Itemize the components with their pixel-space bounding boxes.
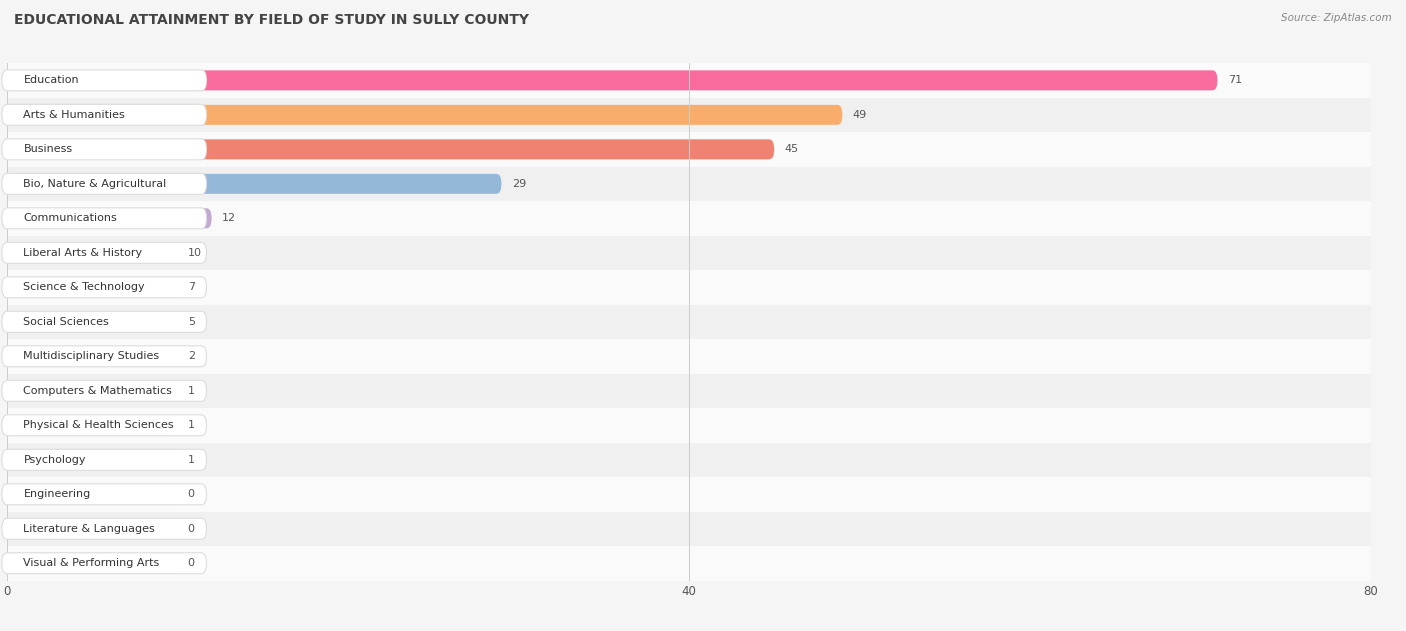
Text: Liberal Arts & History: Liberal Arts & History bbox=[24, 248, 142, 258]
Text: 71: 71 bbox=[1227, 75, 1241, 85]
Text: EDUCATIONAL ATTAINMENT BY FIELD OF STUDY IN SULLY COUNTY: EDUCATIONAL ATTAINMENT BY FIELD OF STUDY… bbox=[14, 13, 529, 27]
Text: Physical & Health Sciences: Physical & Health Sciences bbox=[24, 420, 174, 430]
FancyBboxPatch shape bbox=[7, 139, 775, 160]
FancyBboxPatch shape bbox=[7, 484, 177, 504]
Bar bbox=[7, 477, 1371, 512]
FancyBboxPatch shape bbox=[1, 242, 207, 263]
Bar bbox=[7, 512, 1371, 546]
FancyBboxPatch shape bbox=[7, 105, 842, 125]
Text: 1: 1 bbox=[188, 455, 195, 465]
Text: Science & Technology: Science & Technology bbox=[24, 282, 145, 292]
Text: 12: 12 bbox=[222, 213, 236, 223]
FancyBboxPatch shape bbox=[7, 70, 1218, 90]
FancyBboxPatch shape bbox=[1, 311, 207, 333]
Text: 0: 0 bbox=[188, 489, 195, 499]
Text: Source: ZipAtlas.com: Source: ZipAtlas.com bbox=[1281, 13, 1392, 23]
FancyBboxPatch shape bbox=[7, 312, 177, 332]
FancyBboxPatch shape bbox=[1, 553, 207, 574]
FancyBboxPatch shape bbox=[1, 415, 207, 436]
Bar bbox=[7, 374, 1371, 408]
Bar bbox=[7, 235, 1371, 270]
Text: 7: 7 bbox=[188, 282, 195, 292]
FancyBboxPatch shape bbox=[7, 380, 177, 401]
FancyBboxPatch shape bbox=[7, 519, 177, 539]
Text: 2: 2 bbox=[188, 351, 195, 362]
FancyBboxPatch shape bbox=[7, 277, 177, 297]
Bar bbox=[7, 201, 1371, 235]
Text: Business: Business bbox=[24, 144, 73, 155]
Text: Education: Education bbox=[24, 75, 79, 85]
Text: Engineering: Engineering bbox=[24, 489, 90, 499]
FancyBboxPatch shape bbox=[7, 346, 177, 367]
FancyBboxPatch shape bbox=[1, 277, 207, 298]
FancyBboxPatch shape bbox=[1, 174, 207, 194]
FancyBboxPatch shape bbox=[1, 70, 207, 91]
FancyBboxPatch shape bbox=[1, 208, 207, 229]
Bar bbox=[7, 98, 1371, 132]
FancyBboxPatch shape bbox=[1, 484, 207, 505]
Bar bbox=[7, 546, 1371, 581]
FancyBboxPatch shape bbox=[7, 553, 177, 574]
Text: 0: 0 bbox=[188, 558, 195, 569]
Text: Communications: Communications bbox=[24, 213, 117, 223]
Text: Psychology: Psychology bbox=[24, 455, 86, 465]
FancyBboxPatch shape bbox=[1, 449, 207, 470]
Text: Literature & Languages: Literature & Languages bbox=[24, 524, 155, 534]
Bar bbox=[7, 442, 1371, 477]
Text: 45: 45 bbox=[785, 144, 799, 155]
Bar bbox=[7, 408, 1371, 442]
FancyBboxPatch shape bbox=[1, 380, 207, 401]
Text: 1: 1 bbox=[188, 420, 195, 430]
Bar bbox=[7, 132, 1371, 167]
FancyBboxPatch shape bbox=[1, 139, 207, 160]
FancyBboxPatch shape bbox=[1, 518, 207, 540]
FancyBboxPatch shape bbox=[1, 346, 207, 367]
Text: Multidisciplinary Studies: Multidisciplinary Studies bbox=[24, 351, 159, 362]
Text: Social Sciences: Social Sciences bbox=[24, 317, 110, 327]
FancyBboxPatch shape bbox=[7, 243, 177, 263]
Text: Visual & Performing Arts: Visual & Performing Arts bbox=[24, 558, 160, 569]
Text: Bio, Nature & Agricultural: Bio, Nature & Agricultural bbox=[24, 179, 167, 189]
Bar bbox=[7, 270, 1371, 305]
FancyBboxPatch shape bbox=[7, 174, 502, 194]
Bar bbox=[7, 167, 1371, 201]
Text: 0: 0 bbox=[188, 524, 195, 534]
Text: Arts & Humanities: Arts & Humanities bbox=[24, 110, 125, 120]
Bar bbox=[7, 339, 1371, 374]
FancyBboxPatch shape bbox=[7, 450, 177, 470]
Bar bbox=[7, 305, 1371, 339]
FancyBboxPatch shape bbox=[1, 104, 207, 126]
Text: Computers & Mathematics: Computers & Mathematics bbox=[24, 386, 173, 396]
Bar bbox=[7, 63, 1371, 98]
FancyBboxPatch shape bbox=[7, 415, 177, 435]
Text: 49: 49 bbox=[852, 110, 868, 120]
Text: 1: 1 bbox=[188, 386, 195, 396]
Text: 10: 10 bbox=[188, 248, 201, 258]
Text: 29: 29 bbox=[512, 179, 526, 189]
Text: 5: 5 bbox=[188, 317, 195, 327]
FancyBboxPatch shape bbox=[7, 208, 212, 228]
